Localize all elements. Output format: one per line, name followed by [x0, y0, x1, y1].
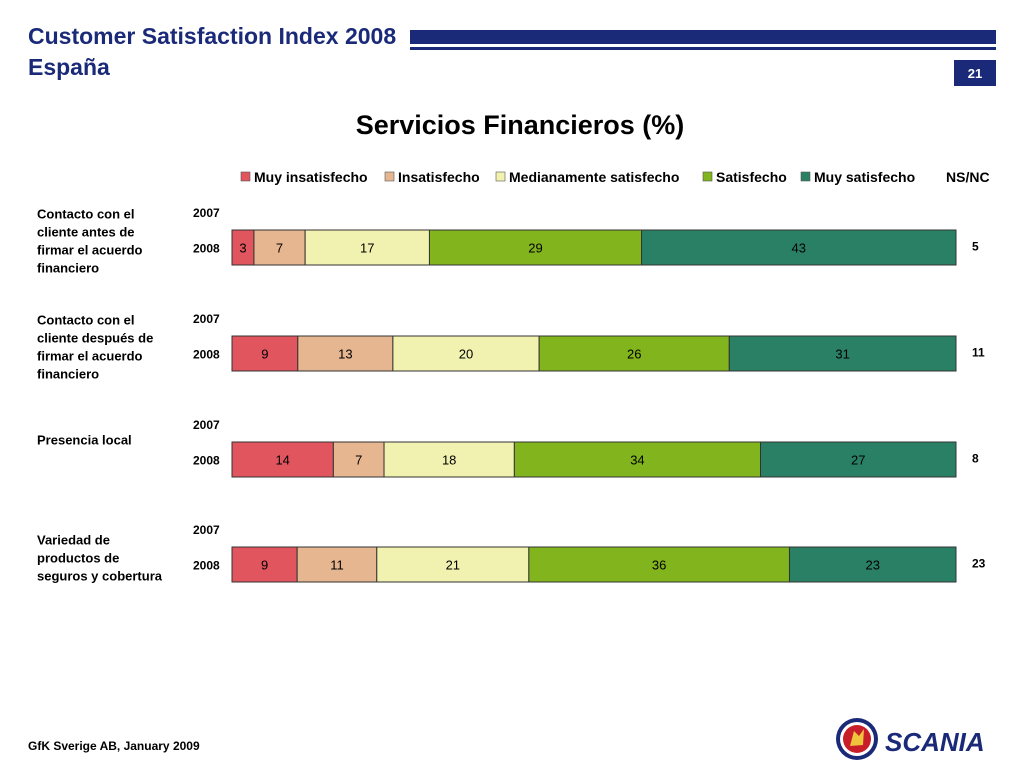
category-label: firmar el acuerdo	[37, 349, 143, 364]
bar-segment	[513, 441, 762, 478]
page-number-badge: 21	[954, 60, 996, 86]
year-tick-label: 2007	[193, 312, 220, 326]
footer-source: GfK Sverige AB, January 2009	[28, 739, 200, 753]
category-label: seguros y cobertura	[37, 569, 163, 584]
data-label: 7	[355, 453, 362, 468]
legend-label: Satisfecho	[716, 169, 787, 185]
legend-swatch	[384, 171, 395, 182]
scania-griffin-icon	[836, 718, 878, 760]
legend-swatch	[702, 171, 713, 182]
stacked-bar-chart: Muy insatisfecho Insatisfecho Medianamente…	[37, 169, 990, 584]
data-label: 18	[442, 453, 456, 468]
nsnc-value: 8	[972, 452, 979, 466]
data-label: 14	[275, 453, 289, 468]
category-label: Contacto con el	[37, 313, 135, 328]
data-label: 20	[459, 347, 473, 362]
chart-title: Servicios Financieros (%)	[355, 110, 685, 140]
header-bar	[410, 30, 996, 44]
header-subtitle: España	[28, 54, 110, 80]
year-tick-label: 2007	[193, 523, 220, 537]
category-label: financiero	[37, 367, 99, 382]
legend-swatch	[495, 171, 506, 182]
bar-segment	[231, 441, 334, 478]
bar-segment	[728, 335, 957, 372]
bar-segment	[760, 441, 957, 478]
legend-label: Muy satisfecho	[814, 169, 915, 185]
bar-segment	[253, 229, 306, 266]
bar-segment	[392, 335, 540, 372]
data-label: 26	[627, 347, 641, 362]
legend-label: Medianamente satisfecho	[509, 169, 679, 185]
scania-wordmark: SCANIA	[885, 727, 985, 757]
category-label: Contacto con el	[37, 207, 135, 222]
data-label: 29	[528, 241, 542, 256]
header-divider	[410, 47, 996, 50]
bar-segment	[528, 546, 790, 583]
data-label: 7	[276, 241, 283, 256]
bar-segment	[296, 546, 378, 583]
data-label: 9	[261, 347, 268, 362]
data-label: 43	[792, 241, 806, 256]
legend-swatch	[800, 171, 811, 182]
bar-segment	[376, 546, 530, 583]
data-label: 34	[630, 453, 644, 468]
data-label: 31	[835, 347, 849, 362]
data-label: 36	[652, 558, 666, 573]
category-label: firmar el acuerdo	[37, 243, 143, 258]
nsnc-value: 5	[972, 240, 979, 254]
bar-segment	[297, 335, 394, 372]
data-label: 27	[851, 453, 865, 468]
year-tick-label: 2008	[193, 559, 220, 573]
category-label: Variedad de	[37, 533, 110, 548]
data-label: 21	[446, 558, 460, 573]
data-label: 9	[261, 558, 268, 573]
year-tick-label: 2008	[193, 242, 220, 256]
data-label: 23	[866, 558, 880, 573]
bar-segment	[231, 335, 299, 372]
bar-segment	[332, 441, 385, 478]
legend-nsnc-label: NS/NC	[946, 169, 990, 185]
bar-segment	[383, 441, 515, 478]
year-tick-label: 2008	[193, 454, 220, 468]
legend-label: Insatisfecho	[398, 169, 480, 185]
data-label: 17	[360, 241, 374, 256]
category-label: cliente antes de	[37, 225, 135, 240]
data-label: 11	[330, 558, 344, 573]
bar-segment	[304, 229, 430, 266]
bar-segment	[428, 229, 643, 266]
header-title: Customer Satisfaction Index 2008	[28, 23, 397, 49]
year-tick-label: 2007	[193, 206, 220, 220]
category-label: Presencia local	[37, 433, 132, 448]
category-label: cliente después de	[37, 331, 153, 346]
bar-segment	[538, 335, 730, 372]
legend-label: Muy insatisfecho	[254, 169, 368, 185]
legend-swatch	[240, 171, 251, 182]
nsnc-value: 23	[972, 557, 986, 571]
year-tick-label: 2007	[193, 418, 220, 432]
bar-segment	[641, 229, 957, 266]
nsnc-value: 11	[972, 346, 985, 360]
bar-segment	[788, 546, 957, 583]
category-label: productos de	[37, 551, 119, 566]
scania-logo: SCANIA	[835, 716, 1000, 767]
data-label: 3	[239, 241, 246, 256]
bar-segment	[231, 546, 298, 583]
category-label: financiero	[37, 261, 99, 276]
year-tick-label: 2008	[193, 348, 220, 362]
data-label: 13	[338, 347, 352, 362]
